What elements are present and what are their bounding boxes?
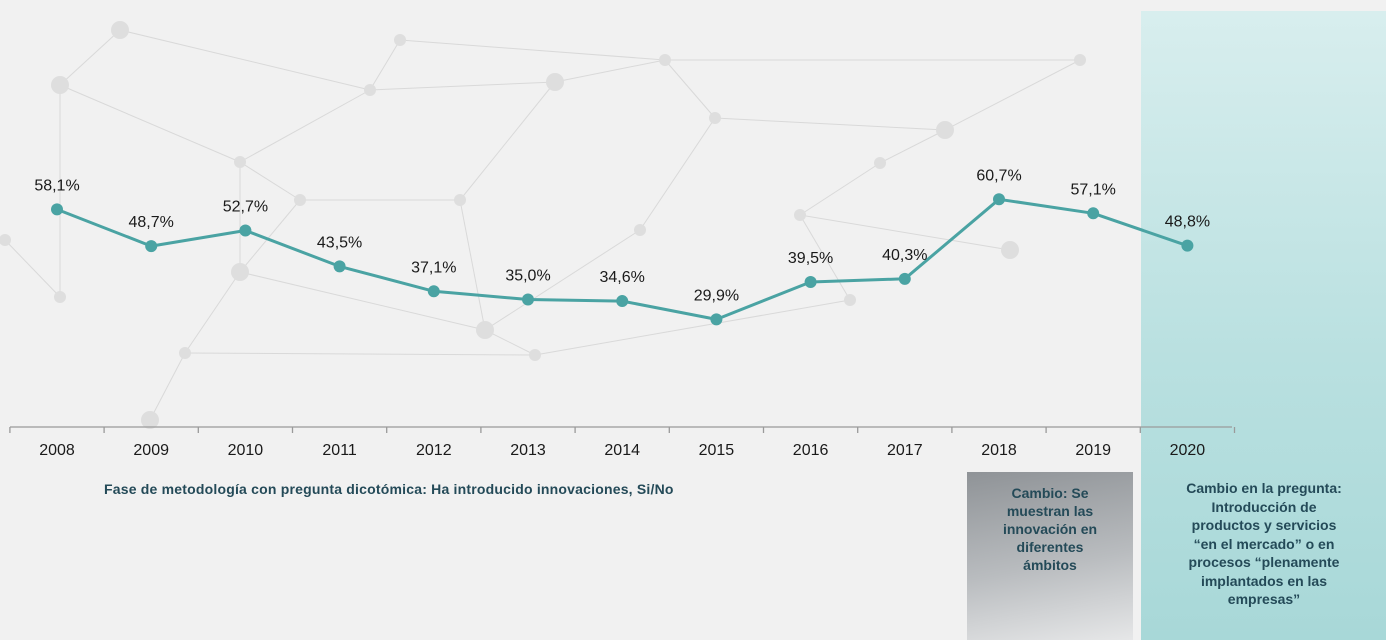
data-point bbox=[1181, 239, 1194, 252]
network-edge bbox=[799, 214, 1011, 251]
x-tick-label: 2020 bbox=[1170, 442, 1206, 459]
data-point bbox=[616, 295, 629, 308]
network-node bbox=[634, 224, 646, 236]
network-edge bbox=[554, 59, 666, 83]
network-node bbox=[794, 209, 806, 221]
network-node bbox=[234, 156, 246, 168]
network-edge bbox=[879, 129, 946, 164]
data-point bbox=[804, 275, 817, 288]
methodology-note: Fase de metodología con pregunta dicotóm… bbox=[104, 481, 674, 497]
network-node bbox=[51, 76, 69, 94]
data-label: 34,6% bbox=[600, 269, 645, 286]
change-2018-note: Cambio: Se muestran las innovación en di… bbox=[1002, 485, 1098, 573]
data-point bbox=[333, 260, 346, 273]
network-edge bbox=[239, 271, 486, 331]
network-edge bbox=[59, 29, 121, 86]
x-tick-label: 2013 bbox=[510, 442, 546, 459]
network-edge bbox=[59, 84, 241, 163]
network-node bbox=[1001, 241, 1019, 259]
data-point bbox=[51, 203, 63, 216]
x-tick-label: 2010 bbox=[228, 442, 264, 459]
data-label: 37,1% bbox=[411, 259, 456, 276]
network-edge bbox=[239, 89, 371, 163]
x-tick-label: 2009 bbox=[133, 442, 169, 459]
change-2020-note: Cambio en la pregunta: Introducción de p… bbox=[1186, 480, 1342, 607]
highlight-panel-2020 bbox=[1141, 11, 1386, 640]
network-edge bbox=[484, 229, 641, 331]
data-point bbox=[993, 193, 1005, 206]
x-tick-label: 2016 bbox=[793, 442, 829, 459]
network-node bbox=[0, 234, 11, 246]
network-node bbox=[294, 194, 306, 206]
data-point bbox=[427, 285, 440, 298]
network-node bbox=[54, 291, 66, 303]
data-point bbox=[522, 293, 534, 306]
network-node bbox=[476, 321, 494, 339]
network-edge bbox=[239, 161, 301, 201]
network-node bbox=[1074, 54, 1086, 66]
data-label: 48,7% bbox=[129, 214, 174, 231]
x-tick-label: 2012 bbox=[416, 442, 452, 459]
network-edge bbox=[639, 117, 716, 231]
network-node bbox=[844, 294, 856, 306]
network-node bbox=[709, 112, 721, 124]
data-point bbox=[145, 240, 158, 253]
network-node bbox=[364, 84, 376, 96]
data-label: 60,7% bbox=[976, 167, 1021, 184]
data-label: 29,9% bbox=[694, 287, 739, 304]
network-edge bbox=[944, 59, 1081, 131]
network-edge bbox=[799, 214, 851, 301]
x-tick-label: 2015 bbox=[699, 442, 735, 459]
network-edge bbox=[369, 39, 401, 91]
data-label: 43,5% bbox=[317, 234, 362, 251]
network-node bbox=[141, 411, 159, 429]
x-tick-label: 2014 bbox=[604, 442, 640, 459]
network-node bbox=[546, 73, 564, 91]
data-point bbox=[710, 313, 723, 326]
data-label: 39,5% bbox=[788, 250, 833, 267]
data-label: 40,3% bbox=[882, 247, 927, 264]
network-edge bbox=[484, 329, 536, 356]
x-tick-label: 2019 bbox=[1075, 442, 1111, 459]
data-point bbox=[239, 224, 252, 237]
network-node bbox=[394, 34, 406, 46]
data-point bbox=[898, 272, 911, 285]
network-node bbox=[529, 349, 541, 361]
network-node bbox=[179, 347, 191, 359]
network-edge bbox=[459, 81, 556, 201]
data-label: 35,0% bbox=[505, 268, 550, 285]
network-edge bbox=[459, 199, 486, 331]
network-node bbox=[111, 21, 129, 39]
network-node bbox=[454, 194, 466, 206]
data-label: 52,7% bbox=[223, 198, 268, 215]
x-tick-label: 2017 bbox=[887, 442, 923, 459]
network-edge bbox=[239, 199, 301, 273]
network-node bbox=[231, 263, 249, 281]
network-node bbox=[659, 54, 671, 66]
network-edge bbox=[184, 352, 536, 356]
network-edge bbox=[399, 39, 666, 61]
network-edge bbox=[714, 117, 946, 131]
network-edge bbox=[664, 59, 716, 119]
network-edge bbox=[184, 271, 241, 354]
data-label: 57,1% bbox=[1071, 181, 1116, 198]
network-edge bbox=[4, 239, 61, 298]
x-tick-label: 2018 bbox=[981, 442, 1017, 459]
highlight-panel-2018 bbox=[967, 472, 1133, 640]
network-node bbox=[936, 121, 954, 139]
data-point bbox=[1087, 207, 1100, 220]
network-edge bbox=[369, 81, 556, 91]
network-edge bbox=[799, 162, 881, 216]
x-tick-label: 2008 bbox=[39, 442, 75, 459]
network-edge bbox=[534, 299, 851, 356]
network-node bbox=[874, 157, 886, 169]
data-label: 48,8% bbox=[1165, 214, 1210, 231]
network-edge bbox=[119, 29, 371, 91]
x-tick-label: 2011 bbox=[322, 442, 357, 459]
network-edge bbox=[149, 352, 186, 421]
data-label: 58,1% bbox=[34, 177, 79, 194]
